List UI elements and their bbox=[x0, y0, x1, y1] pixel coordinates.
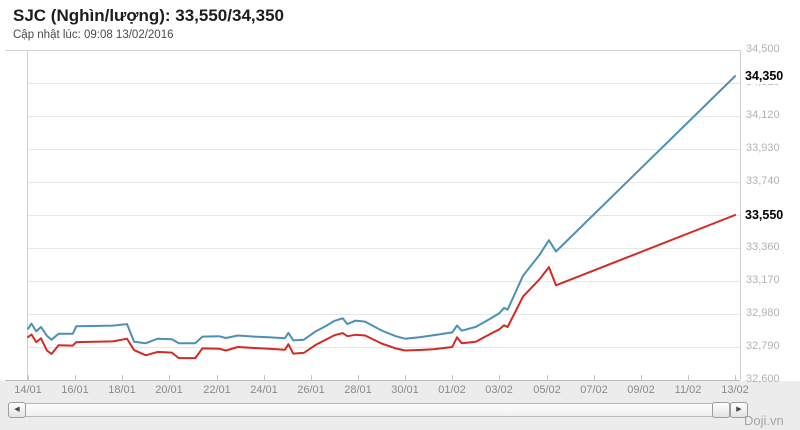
x-axis-tick-label: 09/02 bbox=[627, 384, 655, 396]
x-axis-tick-label: 16/01 bbox=[61, 384, 89, 396]
x-axis-tick-label: 14/01 bbox=[14, 384, 42, 396]
right-arrow-icon: ▶ bbox=[736, 406, 742, 413]
y-axis-tick-label: 32,600 bbox=[746, 373, 780, 385]
buy-price-label: 33,550 bbox=[743, 207, 786, 223]
scrollbar-left-arrow-button[interactable]: ◀ bbox=[8, 402, 26, 418]
y-axis-tick-label: 33,170 bbox=[746, 274, 780, 286]
x-axis-tick-label: 24/01 bbox=[250, 384, 278, 396]
x-axis-tick-label: 30/01 bbox=[391, 384, 419, 396]
y-axis-tick-label: 33,360 bbox=[746, 241, 780, 253]
x-axis-tick-label: 03/02 bbox=[485, 384, 513, 396]
x-axis-tick-label: 20/01 bbox=[155, 384, 183, 396]
sell-price-label: 34,350 bbox=[743, 68, 786, 85]
y-axis-tick-label: 33,930 bbox=[746, 142, 780, 154]
watermark-doji: Doji.vn bbox=[744, 413, 784, 428]
scrollbar-right-arrow-button[interactable]: ▶ bbox=[730, 402, 748, 418]
y-axis-tick-label: 33,740 bbox=[746, 175, 780, 187]
x-axis-tick-label: 07/02 bbox=[580, 384, 608, 396]
chart-title: SJC (Nghìn/lượng): 33,550/34,350 bbox=[13, 6, 284, 25]
x-axis-tick-label: 13/02 bbox=[721, 384, 749, 396]
scrollbar-thumb[interactable] bbox=[712, 402, 730, 418]
left-arrow-icon: ◀ bbox=[14, 406, 20, 413]
y-axis-tick-label: 34,120 bbox=[746, 109, 780, 121]
x-axis-tick-label: 11/02 bbox=[674, 384, 702, 396]
y-axis-tick-label: 32,980 bbox=[746, 307, 780, 319]
chart-scrollbar-track[interactable] bbox=[8, 403, 748, 417]
x-axis-tick-label: 28/01 bbox=[344, 384, 372, 396]
y-axis-tick-label: 34,500 bbox=[746, 43, 780, 55]
last-updated-text: Cập nhật lúc: 09:08 13/02/2016 bbox=[13, 29, 174, 41]
x-axis-tick-label: 26/01 bbox=[297, 384, 325, 396]
y-axis-tick-label: 32,790 bbox=[746, 340, 780, 352]
x-axis-tick-label: 05/02 bbox=[533, 384, 561, 396]
x-axis-tick-label: 18/01 bbox=[108, 384, 136, 396]
x-axis-tick-label: 22/01 bbox=[203, 384, 231, 396]
x-axis-tick-label: 01/02 bbox=[438, 384, 466, 396]
